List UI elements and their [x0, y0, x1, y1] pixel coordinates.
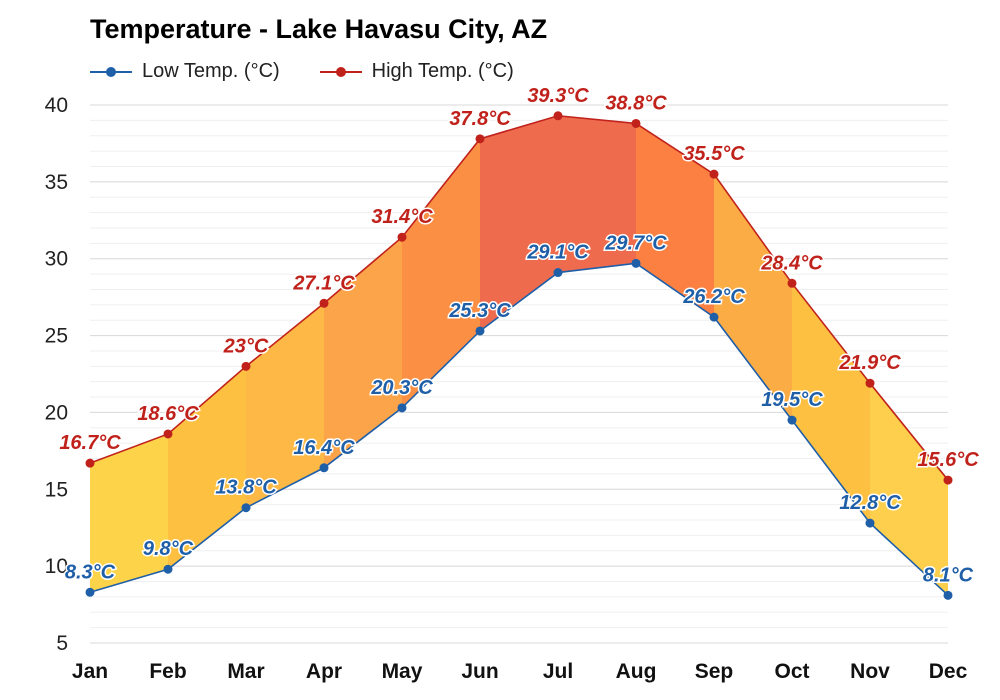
high-point-jun[interactable] — [475, 134, 485, 144]
y-tick-label: 10 — [45, 555, 68, 578]
high-point-dec[interactable] — [943, 475, 953, 485]
low-temp-line — [89, 262, 949, 596]
band-nov — [870, 383, 948, 596]
low-label-apr: 16.4°C — [293, 437, 355, 459]
high-temp-line — [89, 114, 949, 481]
low-label-aug: 29.7°C — [604, 232, 667, 254]
y-tick-label: 35 — [45, 171, 68, 194]
low-point-nov[interactable] — [865, 518, 875, 528]
x-tick-nov: Nov — [850, 660, 890, 683]
band-mar — [246, 303, 324, 508]
high-point-jan[interactable] — [85, 458, 95, 468]
low-label-nov: 12.8°C — [839, 492, 901, 514]
x-tick-sep: Sep — [695, 660, 734, 683]
high-label-sep: 35.5°C — [683, 143, 745, 165]
low-label-feb: 9.8°C — [143, 538, 194, 560]
low-point-may[interactable] — [397, 403, 407, 413]
band-sep — [714, 174, 792, 421]
y-tick-label: 30 — [45, 248, 68, 271]
high-point-aug[interactable] — [631, 118, 641, 128]
high-point-apr[interactable] — [319, 298, 329, 308]
y-tick-label: 15 — [45, 478, 68, 501]
band-may — [402, 138, 480, 408]
high-point-nov[interactable] — [865, 378, 875, 388]
legend-label-low: Low Temp. (°C) — [142, 60, 280, 82]
high-point-mar[interactable] — [241, 361, 251, 371]
band-jan — [90, 433, 168, 593]
low-point-apr[interactable] — [319, 463, 329, 473]
high-point-feb[interactable] — [163, 429, 173, 439]
low-point-jul[interactable] — [553, 268, 563, 278]
legend-swatch-low — [90, 65, 132, 79]
low-point-aug[interactable] — [631, 258, 641, 268]
low-label-dec: 8.1°C — [923, 564, 974, 586]
high-label-dec: 15.6°C — [917, 449, 979, 471]
legend-item-low[interactable]: Low Temp. (°C) — [90, 60, 280, 83]
chart-title: Temperature - Lake Havasu City, AZ — [90, 14, 548, 44]
y-tick-label: 40 — [45, 94, 68, 117]
y-tick-label: 25 — [45, 325, 68, 348]
high-label-may: 31.4°C — [371, 206, 433, 228]
high-label-aug: 38.8°C — [605, 92, 667, 114]
x-tick-jul: Jul — [543, 660, 573, 683]
band-oct — [792, 283, 870, 524]
band-aug — [636, 123, 714, 318]
x-tick-jun: Jun — [461, 660, 498, 683]
high-label-nov: 21.9°C — [838, 352, 901, 374]
high-point-jul[interactable] — [553, 111, 563, 121]
x-tick-dec: Dec — [929, 660, 968, 683]
low-label-sep: 26.2°C — [682, 286, 745, 308]
low-label-jul: 29.1°C — [526, 242, 589, 264]
band-jul — [558, 115, 636, 273]
low-label-jan: 8.3°C — [65, 561, 116, 583]
x-tick-may: May — [382, 660, 423, 683]
low-point-feb[interactable] — [163, 564, 173, 574]
x-tick-apr: Apr — [306, 660, 342, 683]
high-label-feb: 18.6°C — [137, 403, 199, 425]
high-label-oct: 28.4°C — [760, 252, 823, 274]
low-point-dec[interactable] — [943, 590, 953, 600]
low-label-jun: 25.3°C — [448, 300, 511, 322]
high-label-jan: 16.7°C — [59, 432, 121, 454]
high-label-mar: 23°C — [223, 335, 269, 357]
band-jun — [480, 115, 558, 331]
high-label-jul: 39.3°C — [527, 85, 589, 107]
low-point-sep[interactable] — [709, 312, 719, 322]
y-tick-label: 5 — [56, 632, 68, 655]
low-point-oct[interactable] — [787, 415, 797, 425]
band-apr — [324, 237, 402, 468]
x-tick-jan: Jan — [72, 660, 108, 683]
low-point-jan[interactable] — [85, 587, 95, 597]
high-label-apr: 27.1°C — [292, 272, 355, 294]
low-point-mar[interactable] — [241, 503, 251, 513]
x-tick-mar: Mar — [227, 660, 264, 683]
high-point-sep[interactable] — [709, 169, 719, 179]
legend-swatch-high — [319, 65, 362, 79]
low-label-oct: 19.5°C — [761, 389, 823, 411]
y-tick-label: 20 — [45, 401, 68, 424]
x-tick-aug: Aug — [616, 660, 657, 683]
low-point-jun[interactable] — [475, 326, 485, 336]
low-label-may: 20.3°C — [370, 377, 433, 399]
low-label-mar: 13.8°C — [215, 477, 277, 499]
high-point-may[interactable] — [397, 232, 407, 242]
x-tick-oct: Oct — [774, 660, 809, 683]
x-tick-feb: Feb — [149, 660, 186, 683]
legend-item-high[interactable]: High Temp. (°C) — [319, 60, 514, 83]
high-point-oct[interactable] — [787, 278, 797, 288]
high-label-jun: 37.8°C — [449, 108, 511, 130]
legend-label-high: High Temp. (°C) — [371, 60, 514, 82]
legend: Low Temp. (°C) High Temp. (°C) — [90, 60, 554, 83]
